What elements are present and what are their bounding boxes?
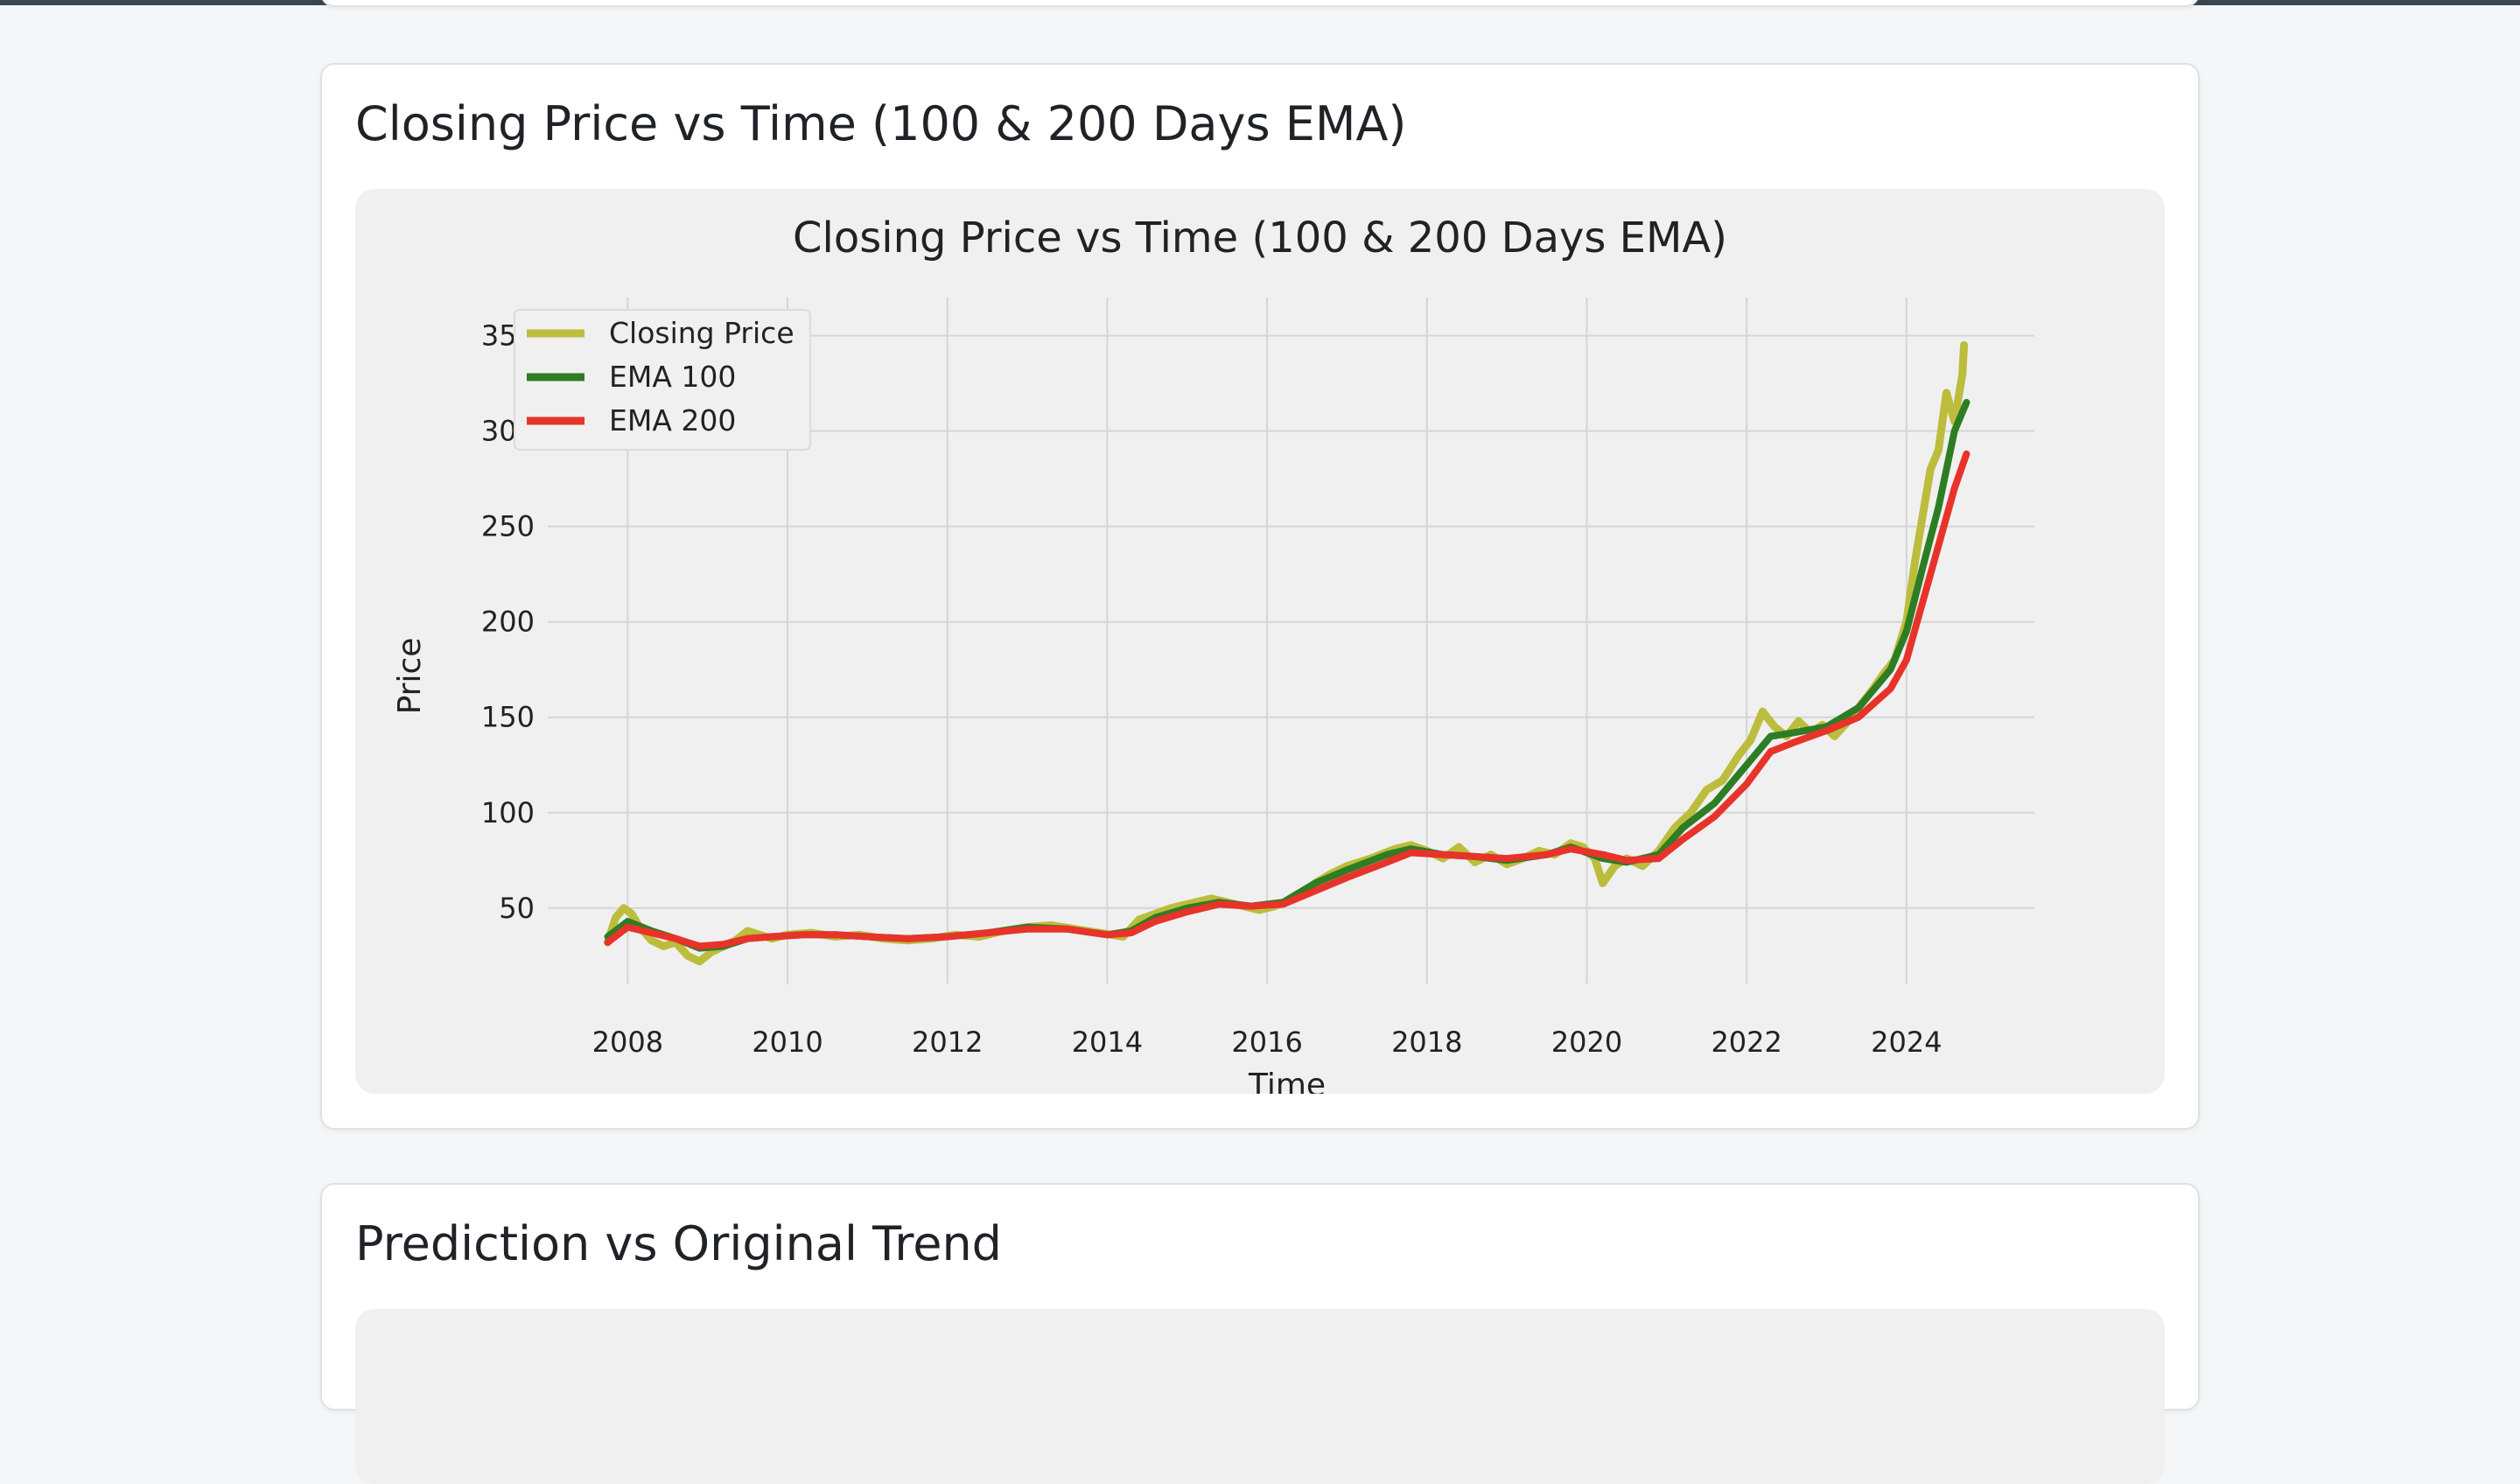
x-tick-label: 2020 xyxy=(1551,1026,1622,1059)
x-tick-label: 2008 xyxy=(592,1026,663,1059)
chart-title: Closing Price vs Time (100 & 200 Days EM… xyxy=(793,214,1727,262)
prediction-chart-plot-area xyxy=(355,1309,2165,1484)
x-tick-label: 2024 xyxy=(1871,1026,1942,1059)
x-tick-label: 2012 xyxy=(912,1026,983,1059)
x-tick-label: 2016 xyxy=(1231,1026,1302,1059)
prediction-chart-card-title: Prediction vs Original Trend xyxy=(355,1216,1002,1271)
legend: Closing Price EMA 100 EMA 200 xyxy=(514,309,811,451)
ema-chart: 2008 2010 2012 2014 2016 2018 2020 2022 2024 50 10… xyxy=(392,214,2034,1094)
x-axis-label: Time xyxy=(1248,1068,1326,1094)
x-tick-label: 2018 xyxy=(1391,1026,1462,1059)
ema-chart-plot-area: 2008 2010 2012 2014 2016 2018 2020 2022 2024 50 10… xyxy=(355,189,2165,1094)
y-axis-label: Price xyxy=(392,638,428,715)
ema-chart-card-title: Closing Price vs Time (100 & 200 Days EM… xyxy=(355,96,1407,151)
series-line-ema-100 xyxy=(604,398,1970,952)
y-tick-label: 250 xyxy=(481,510,535,543)
series-line-closing-price xyxy=(604,341,1969,966)
x-tick-label: 2014 xyxy=(1072,1026,1143,1059)
series-line-ema-200 xyxy=(604,450,1970,950)
legend-label: Closing Price xyxy=(609,316,794,350)
previous-card xyxy=(320,0,2200,7)
y-tick-label: 50 xyxy=(499,892,535,925)
prediction-chart-card: Prediction vs Original Trend xyxy=(320,1183,2200,1484)
y-tick-label: 100 xyxy=(481,796,535,830)
legend-label: EMA 100 xyxy=(609,360,736,394)
legend-label: EMA 200 xyxy=(609,403,736,438)
x-tick-label: 2022 xyxy=(1711,1026,1782,1059)
legend-box xyxy=(514,309,811,451)
ema-chart-card: Closing Price vs Time (100 & 200 Days EM… xyxy=(320,63,2200,1130)
x-tick-label: 2010 xyxy=(752,1026,822,1059)
y-tick-label: 200 xyxy=(481,606,535,639)
y-tick-label: 150 xyxy=(481,701,535,734)
